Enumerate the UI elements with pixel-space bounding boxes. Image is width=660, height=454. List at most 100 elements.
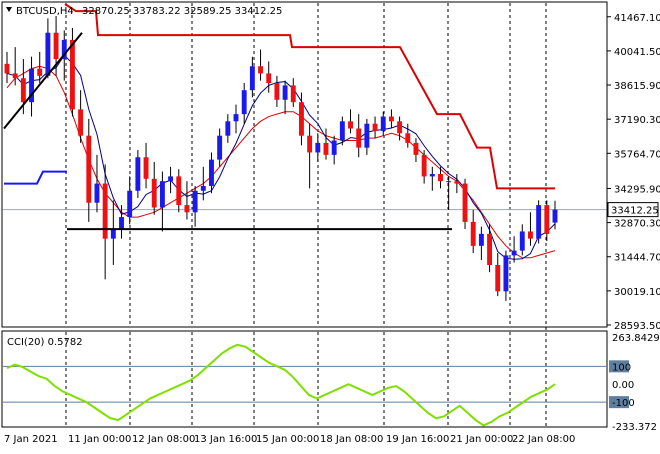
bull-candle xyxy=(233,114,239,122)
bull-candle xyxy=(536,205,542,239)
bull-candle xyxy=(446,181,452,183)
bear-candle xyxy=(176,176,182,206)
time-axis-label: 11 Jan 00:00 xyxy=(68,434,131,445)
bear-candle xyxy=(487,233,493,265)
bear-candle xyxy=(86,135,92,203)
bull-candle xyxy=(364,123,370,148)
bear-candle xyxy=(454,181,460,184)
dropdown-triangle-icon[interactable] xyxy=(6,7,12,12)
bear-candle xyxy=(184,205,190,213)
cci-axis-label: 0.00 xyxy=(612,380,634,391)
bear-candle xyxy=(266,73,272,84)
ohlc-readout: 32870.25 33783.22 32589.25 33412.25 xyxy=(82,6,282,17)
time-axis-label: 13 Jan 16:00 xyxy=(194,434,257,445)
current-price-box xyxy=(607,202,659,218)
cci-panel-frame xyxy=(1,330,608,428)
bull-candle xyxy=(45,32,51,76)
bull-candle xyxy=(315,142,321,153)
time-axis-label: 12 Jan 08:00 xyxy=(132,434,195,445)
bear-candle xyxy=(151,178,157,208)
time-axis-label: 22 Jan 08:00 xyxy=(512,434,575,445)
candlesticks xyxy=(4,15,558,301)
bear-candle xyxy=(78,109,84,136)
price-axis-label: 34295.90 xyxy=(614,184,660,195)
time-axis-label: 18 Jan 08:00 xyxy=(320,434,383,445)
bull-candle xyxy=(110,229,116,239)
bear-candle xyxy=(348,121,353,129)
bull-candle xyxy=(552,209,558,223)
time-axis-label: 21 Jan 00:00 xyxy=(450,434,513,445)
trendline[interactable] xyxy=(3,32,83,130)
main-panel-frame xyxy=(1,1,608,328)
bull-candle xyxy=(61,39,67,60)
price-axis-label: 31444.70 xyxy=(614,253,660,264)
bear-candle xyxy=(258,66,264,74)
bear-candle xyxy=(405,133,411,143)
bear-candle xyxy=(290,85,296,103)
bull-candle xyxy=(282,85,288,100)
price-axis-label: 32870.30 xyxy=(614,219,660,230)
bear-candle xyxy=(274,83,280,100)
cci-axis-label: 100 xyxy=(612,362,631,373)
time-axis-label: 19 Jan 16:00 xyxy=(386,434,449,445)
bear-candle xyxy=(69,39,75,110)
cci-indicator xyxy=(3,343,606,427)
cci-axis-label: -100 xyxy=(612,398,635,409)
bear-candle xyxy=(12,73,18,79)
bear-candle xyxy=(470,221,476,246)
bear-candle xyxy=(421,154,427,177)
bull-candle xyxy=(241,90,247,115)
support-step-line xyxy=(4,170,67,185)
bear-candle xyxy=(298,102,304,136)
bull-candle xyxy=(225,121,231,136)
cci-axis-label: 263.8429 xyxy=(612,333,660,344)
price-axis-label: 28593.50 xyxy=(614,321,660,332)
cci-title: CCI(20) 0.5782 xyxy=(7,337,83,348)
bear-candle xyxy=(438,173,443,182)
bull-candle xyxy=(159,181,165,208)
price-axis-label: 38615.90 xyxy=(614,81,660,92)
price-axis-label: 30019.10 xyxy=(614,287,660,298)
bull-candle xyxy=(127,190,133,218)
bear-candle xyxy=(53,32,59,60)
bear-candle xyxy=(397,121,403,134)
bear-candle xyxy=(37,68,43,76)
bull-candle xyxy=(217,135,223,160)
bear-candle xyxy=(413,142,419,155)
cci-axis-label: -233.372 xyxy=(612,422,657,433)
bull-candle xyxy=(380,116,386,131)
symbol-label: BTCUSD,H4 xyxy=(16,6,74,17)
bull-candle xyxy=(192,190,198,213)
bear-candle xyxy=(388,116,394,122)
bull-candle xyxy=(135,157,141,191)
bull-candle xyxy=(503,255,509,292)
bear-candle xyxy=(462,183,468,222)
bear-candle xyxy=(323,142,329,155)
bull-candle xyxy=(429,173,435,177)
bull-candle xyxy=(331,140,337,155)
bear-candle xyxy=(356,128,362,148)
bear-candle xyxy=(102,183,108,239)
bull-candle xyxy=(168,176,174,182)
bull-candle xyxy=(209,159,214,186)
bear-candle xyxy=(143,157,149,179)
bear-candle xyxy=(495,264,501,292)
bull-candle xyxy=(94,183,100,203)
bear-candle xyxy=(20,78,26,103)
bull-candle xyxy=(511,250,517,256)
bull-candle xyxy=(119,217,124,230)
cci-line xyxy=(6,343,556,427)
price-axis-label: 40041.50 xyxy=(614,47,660,58)
price-axis-label: 37190.30 xyxy=(614,115,660,126)
bull-candle xyxy=(29,68,34,103)
bull-candle xyxy=(249,66,255,91)
time-axis-label: 7 Jan 2021 xyxy=(4,434,58,445)
trendline-drawings[interactable] xyxy=(3,32,452,231)
bull-candle xyxy=(339,121,345,141)
cci-level-box xyxy=(609,396,629,409)
time-axis-label: 15 Jan 00:00 xyxy=(256,434,319,445)
price-axis-label: 41467.10 xyxy=(614,13,660,24)
